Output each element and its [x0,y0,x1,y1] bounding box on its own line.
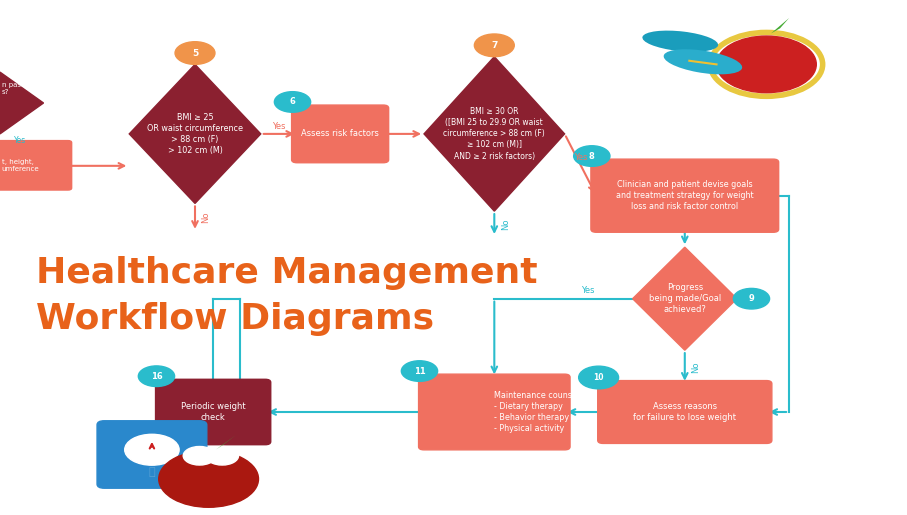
Polygon shape [771,18,789,33]
Text: Periodic weight
check: Periodic weight check [180,402,246,422]
Circle shape [206,447,239,465]
Text: Workflow Diagrams: Workflow Diagrams [36,302,434,336]
Polygon shape [216,435,236,450]
Polygon shape [424,57,564,211]
Circle shape [717,36,816,93]
Circle shape [474,34,514,57]
Text: Yes: Yes [574,152,587,162]
FancyBboxPatch shape [97,421,207,488]
Text: 6: 6 [289,97,296,107]
Polygon shape [130,64,261,203]
Text: Assess reasons
for failure to lose weight: Assess reasons for failure to lose weigh… [633,402,736,422]
Circle shape [274,92,310,112]
Text: t, height,
umference: t, height, umference [2,159,39,173]
Text: 9: 9 [748,294,755,303]
Text: 👣: 👣 [149,467,155,477]
Circle shape [183,447,216,465]
FancyBboxPatch shape [156,379,270,445]
FancyBboxPatch shape [419,374,571,450]
Text: 8: 8 [589,151,595,161]
Ellipse shape [664,49,742,74]
Text: Maintenance counseling:
- Dietary therapy
- Behavior therapy
- Physical activity: Maintenance counseling: - Dietary therap… [494,391,594,433]
Text: Yes: Yes [272,122,286,131]
Text: Yes: Yes [14,136,26,145]
Text: Clinician and patient devise goals
and treatment strategy for weight
loss and ri: Clinician and patient devise goals and t… [616,180,754,211]
Text: 11: 11 [414,367,425,375]
Text: Assess risk factors: Assess risk factors [301,129,379,139]
Text: Progress
being made/Goal
achieved?: Progress being made/Goal achieved? [649,283,721,314]
Circle shape [138,366,174,386]
Text: 7: 7 [491,41,498,50]
FancyBboxPatch shape [292,105,388,163]
Circle shape [579,366,619,389]
Text: 16: 16 [151,372,162,381]
FancyBboxPatch shape [0,141,72,190]
Circle shape [175,42,215,64]
Ellipse shape [642,30,718,52]
Polygon shape [0,72,44,134]
Polygon shape [633,247,736,350]
FancyBboxPatch shape [591,159,779,232]
Text: BMI ≥ 30 OR
([BMI 25 to 29.9 OR waist
circumference > 88 cm (F)
≥ 102 cm (M)]
AN: BMI ≥ 30 OR ([BMI 25 to 29.9 OR waist ci… [444,107,545,161]
Text: BMI ≥ 25
OR waist circumference
> 88 cm (F)
> 102 cm (M): BMI ≥ 25 OR waist circumference > 88 cm … [147,113,243,155]
Circle shape [402,360,437,381]
Circle shape [159,451,258,507]
Text: 10: 10 [593,373,604,382]
Text: No: No [691,361,700,373]
Text: No: No [501,218,510,230]
Circle shape [734,288,769,309]
Text: No: No [201,212,210,224]
Text: n past
s?: n past s? [2,82,24,95]
Text: Yes: Yes [580,286,594,296]
Circle shape [574,146,610,166]
Circle shape [125,434,180,465]
Text: 5: 5 [192,48,198,58]
FancyBboxPatch shape [598,381,772,443]
Text: Healthcare Management: Healthcare Management [36,256,538,290]
